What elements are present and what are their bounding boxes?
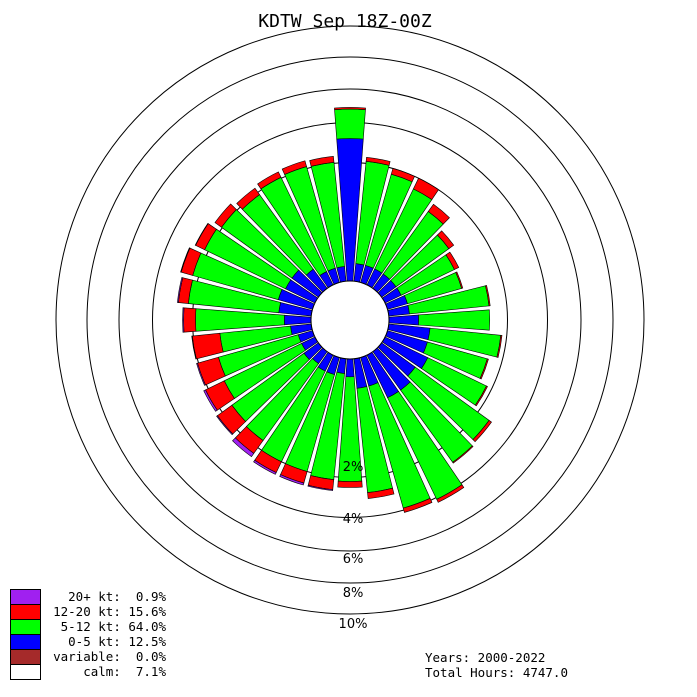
legend-item-0-5: 0-5 kt: 12.5% [10,634,180,650]
bar-20plus-kt-dir-210 [253,459,277,475]
legend-label: 5-12 kt: 64.0% [60,619,166,634]
bar-20plus-kt-dir-230 [216,415,234,436]
legend-label: 12-20 kt: 15.6% [53,604,166,619]
bar-12-20kt-dir-60 [445,251,460,270]
legend: 20+ kt: 0.9% 12-20 kt: 15.6% 5-12 kt: 64… [10,589,180,680]
bar-12-20kt-dir-10 [365,157,391,166]
legend-swatch [10,634,41,650]
bar-12-20kt-dir-160 [402,497,433,513]
ring-label-6: 6% [343,552,364,567]
wind-bars [177,107,503,513]
bar-20plus-kt-dir-280 [177,277,184,303]
footer-info: Years: 2000-2022 Total Hours: 4747.0 [425,650,568,680]
bar-20plus-kt-dir-270 [182,307,185,333]
bar-20plus-kt-dir-220 [232,437,255,458]
bar-12-20kt-dir-320 [236,187,261,210]
bar-12-20kt-dir-80 [485,285,491,307]
bar-0-5kt-dir-180 [345,358,355,378]
years-text: Years: 2000-2022 [425,650,546,665]
bar-12-20kt-dir-180 [337,480,363,488]
bar-20plus-kt-dir-190 [307,484,334,491]
bar-20plus-kt-dir-240 [203,389,218,412]
bar-12-20kt-dir-260 [191,332,224,360]
legend-item-20plus: 20+ kt: 0.9% [10,589,180,605]
bar-12-20kt-dir-350 [309,156,335,167]
total-hours-text: Total Hours: 4747.0 [425,665,568,680]
legend-label: 20+ kt: 0.9% [68,589,166,604]
bar-12-20kt-dir-330 [257,171,282,190]
ring-8-percent [86,56,614,584]
ring-label-10: 10% [339,617,368,632]
bar-20plus-kt-dir-300 [194,222,209,246]
bar-12-20kt-dir-170 [367,487,395,499]
legend-swatch [10,664,41,680]
bar-0-5kt-dir-90 [388,314,419,326]
ring-labels: 2% 4% 6% 8% 10% [339,460,368,632]
ring-6-percent [118,88,582,552]
bar-12-20kt-dir-270 [183,307,197,333]
legend-item-calm: calm: 7.1% [10,664,180,680]
legend-label: 0-5 kt: 12.5% [68,634,166,649]
bar-12-20kt-dir-120 [474,385,488,407]
legend-label: calm: 7.1% [83,664,166,679]
bar-12-20kt-dir-110 [479,358,489,380]
bar-0-5kt-dir-270 [284,314,312,326]
calm-circle [310,280,390,360]
bar-5-12kt-dir-0 [334,108,366,140]
bar-12-20kt-dir-310 [214,203,237,228]
bar-12-20kt-dir-30 [412,177,439,200]
bar-12-20kt-dir-40 [427,203,450,225]
legend-swatch [10,619,41,635]
legend-swatch [10,649,41,665]
legend-item-12-20: 12-20 kt: 15.6% [10,604,180,620]
chart-title: KDTW Sep 18Z-00Z [258,11,432,32]
ring-label-2: 2% [343,460,364,475]
ring-10-percent [55,25,645,615]
bar-20plus-kt-dir-290 [180,247,191,273]
bar-12-20kt-dir-150 [436,484,465,503]
bar-12-20kt-dir-20 [390,168,415,183]
bar-20plus-kt-dir-260 [191,335,197,360]
legend-item-5-12: 5-12 kt: 64.0% [10,619,180,635]
bar-12-20kt-dir-340 [281,160,307,175]
bar-12-20kt-dir-140 [452,445,474,464]
bar-20plus-kt-dir-200 [279,474,305,486]
legend-swatch [10,604,41,620]
bar-20plus-kt-dir-250 [196,362,206,386]
legend-swatch [10,589,41,605]
ring-label-8: 8% [343,586,364,601]
ring-label-4: 4% [343,512,364,527]
bar-12-20kt-dir-100 [496,334,503,358]
bar-12-20kt-dir-50 [437,230,455,250]
legend-item-variable: variable: 0.0% [10,649,180,665]
bar-12-20kt-dir-0 [334,107,366,110]
bar-12-20kt-dir-130 [472,419,492,443]
bar-5-12kt-dir-90 [418,309,491,331]
legend-label: variable: 0.0% [53,649,166,664]
bar-12-20kt-dir-70 [455,271,464,289]
